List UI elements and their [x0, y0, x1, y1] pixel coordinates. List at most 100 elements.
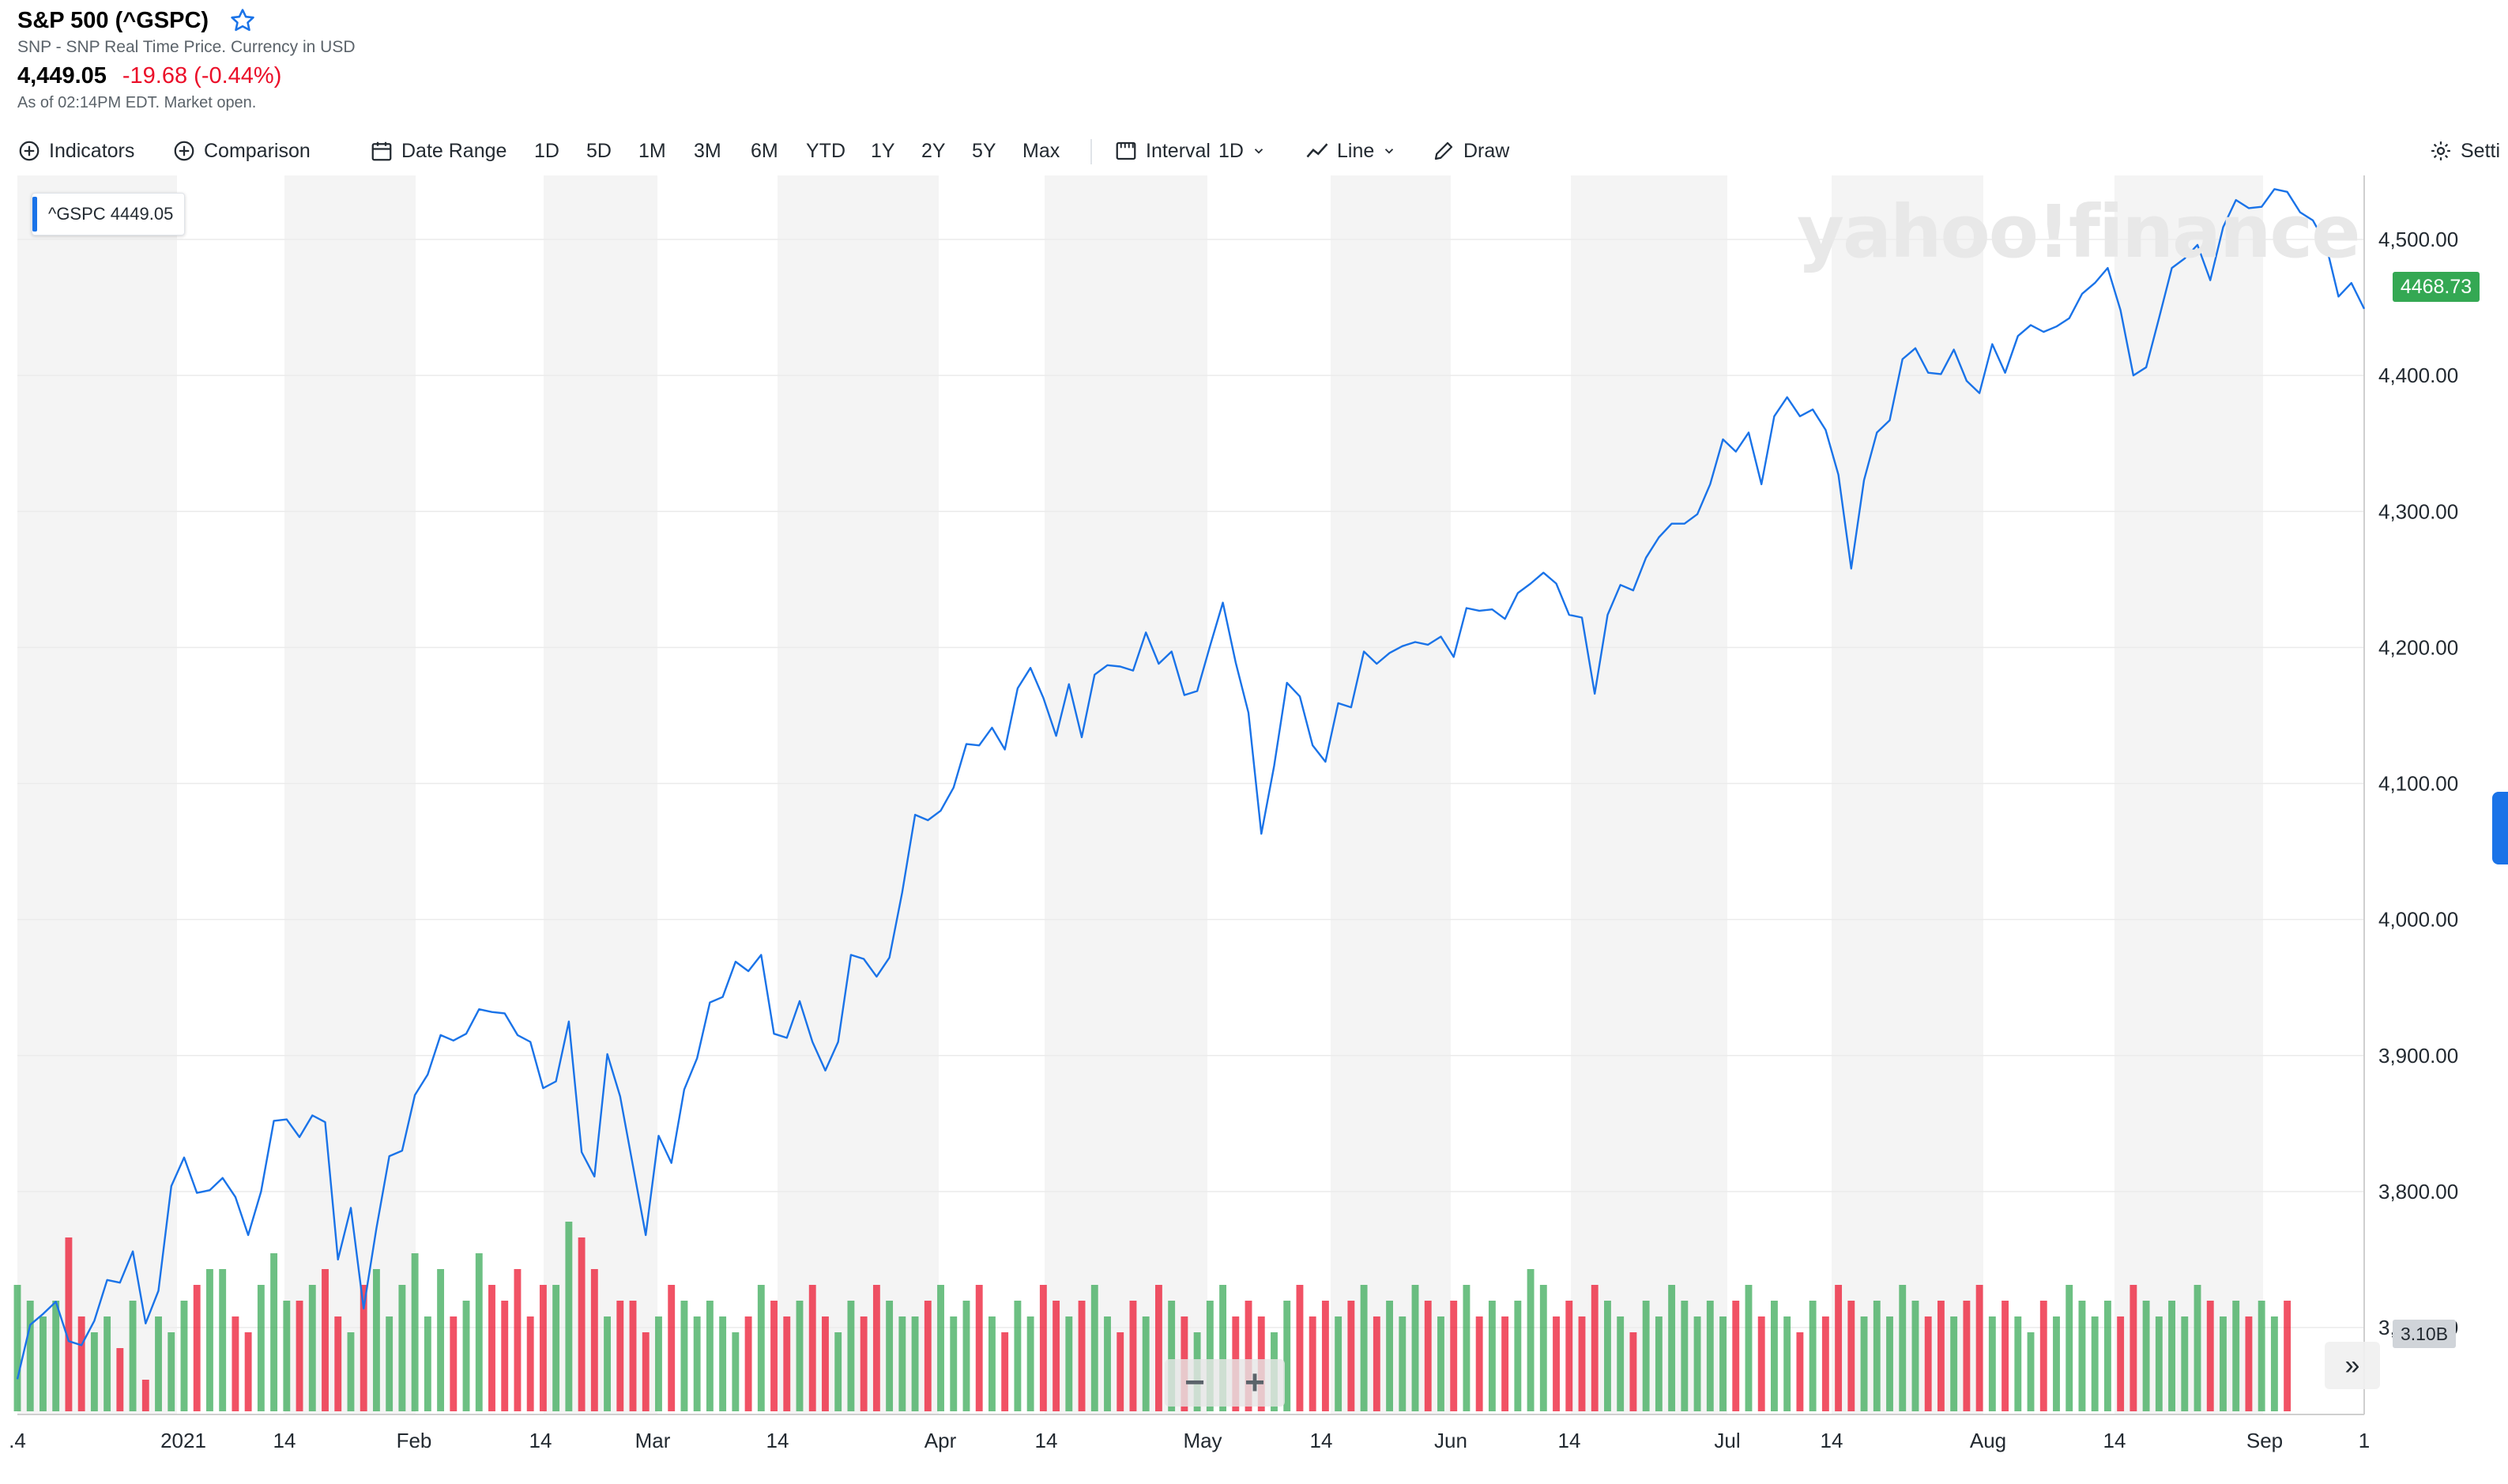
volume-bar: [1771, 1301, 1778, 1411]
month-band: [284, 175, 416, 1414]
volume-bar: [424, 1316, 431, 1411]
volume-bar: [1847, 1301, 1855, 1411]
volume-bar: [2284, 1301, 2291, 1411]
volume-bar: [834, 1332, 842, 1411]
range-5y-button[interactable]: 5Y: [972, 139, 996, 162]
legend-text: ^GSPC 4449.05: [48, 204, 174, 224]
zoom-out-button[interactable]: −: [1184, 1363, 1205, 1402]
date-range-label: Date Range: [401, 139, 507, 162]
expand-button[interactable]: »: [2325, 1342, 2380, 1389]
x-axis: .4 2021 14 Feb 14 Mar 14 Apr 14 May 14 Jun 14 Jul 14 Au…: [9, 1429, 2370, 1452]
month-band: [778, 175, 939, 1414]
volume-bar: [680, 1301, 688, 1411]
volume-bar: [2066, 1285, 2073, 1411]
chart-type-label: Line: [1337, 139, 1375, 162]
volume-bar: [77, 1316, 85, 1411]
volume-bar: [989, 1316, 996, 1411]
plus-circle-icon: [174, 141, 194, 161]
volume-bar: [257, 1285, 265, 1411]
volume-bar: [1821, 1316, 1829, 1411]
volume-bar: [141, 1380, 149, 1411]
indicators-label: Indicators: [49, 139, 135, 162]
chevron-down-icon: [1254, 149, 1263, 154]
volume-bar: [783, 1316, 791, 1411]
volume-bar: [1514, 1301, 1522, 1411]
star-icon[interactable]: [229, 7, 256, 34]
volume-bar: [1860, 1316, 1868, 1411]
y-tick-label: 4,300.00: [2378, 499, 2458, 523]
range-1y-button[interactable]: 1Y: [871, 139, 895, 162]
volume-bar: [347, 1332, 355, 1411]
month-bands: [17, 175, 2263, 1414]
x-tick-label: .4: [9, 1429, 26, 1452]
volume-tag: 3.10B: [2393, 1320, 2456, 1348]
date-range-button[interactable]: Date Range: [370, 131, 506, 171]
range-ytd-button[interactable]: YTD: [806, 139, 845, 162]
volume-bar: [860, 1316, 868, 1411]
volume-bar: [104, 1316, 111, 1411]
volume-bar: [1501, 1316, 1509, 1411]
toolbar-divider: [1090, 139, 1092, 164]
indicators-button[interactable]: Indicators: [17, 131, 134, 171]
month-band: [2114, 175, 2263, 1414]
chart-type-button[interactable]: Line: [1305, 131, 1396, 171]
y-axis: 4,500.00 4,400.00 4,300.00 4,200.00 4,100.00…: [2378, 228, 2458, 1339]
draw-button[interactable]: Draw: [1432, 131, 1509, 171]
series-legend[interactable]: ^GSPC 4449.05: [32, 193, 186, 235]
settings-button[interactable]: Setti: [2429, 131, 2500, 171]
volume-bar: [1206, 1301, 1214, 1411]
volume-bar: [1321, 1301, 1329, 1411]
volume-bar: [1142, 1316, 1150, 1411]
range-max-button[interactable]: Max: [1022, 139, 1060, 162]
volume-bar: [2245, 1316, 2253, 1411]
x-tick-label: 14: [2103, 1429, 2126, 1452]
volume-bar: [1014, 1301, 1022, 1411]
volume-bar: [668, 1285, 676, 1411]
x-tick-label: 14: [1821, 1429, 1843, 1452]
chart-area[interactable]: 4,500.00 4,400.00 4,300.00 4,200.00 4,100.00…: [0, 175, 2508, 1484]
pencil-icon: [1434, 141, 1453, 160]
range-1m-button[interactable]: 1M: [638, 139, 666, 162]
volume-bar: [1681, 1301, 1689, 1411]
volume-bar: [1835, 1285, 1843, 1411]
side-panel-toggle[interactable]: [2492, 792, 2508, 864]
x-tick-label: 14: [1558, 1429, 1581, 1452]
range-5d-button[interactable]: 5D: [586, 139, 612, 162]
x-tick-label: 14: [1310, 1429, 1333, 1452]
volume-bar: [2232, 1301, 2240, 1411]
volume-bar: [719, 1316, 727, 1411]
range-3m-button[interactable]: 3M: [694, 139, 721, 162]
month-band: [1832, 175, 1983, 1414]
volume-bar: [1988, 1316, 1996, 1411]
interval-button[interactable]: Interval 1D: [1114, 131, 1266, 171]
comparison-button[interactable]: Comparison: [172, 131, 311, 171]
settings-label: Setti: [2461, 139, 2501, 162]
volume-bar: [501, 1301, 509, 1411]
x-tick-label: Aug: [1970, 1429, 2006, 1452]
volume-bar: [270, 1253, 278, 1411]
x-tick-label: Sep: [2246, 1429, 2283, 1452]
price-chart[interactable]: 4,500.00 4,400.00 4,300.00 4,200.00 4,100.00…: [0, 175, 2508, 1484]
volume-bar: [1975, 1285, 1983, 1411]
gear-icon: [2431, 141, 2450, 160]
volume-bar: [2117, 1316, 2125, 1411]
volume-bar: [1475, 1316, 1483, 1411]
y-tick-label: 4,000.00: [2378, 908, 2458, 932]
range-1d-button[interactable]: 1D: [534, 139, 559, 162]
quote-header: S&P 500 (^GSPC) SNP - SNP Real Time Pric…: [17, 5, 356, 112]
draw-label: Draw: [1463, 139, 1510, 162]
volume-bar: [1219, 1285, 1227, 1411]
zoom-in-button[interactable]: +: [1245, 1363, 1265, 1402]
volume-bar: [1090, 1285, 1098, 1411]
volume-bar: [1539, 1285, 1547, 1411]
volume-bar: [898, 1316, 906, 1411]
volume-bar: [1783, 1316, 1791, 1411]
volume-bar: [2027, 1332, 2035, 1411]
range-2y-button[interactable]: 2Y: [921, 139, 946, 162]
volume-bar: [116, 1348, 124, 1411]
volume-bar: [40, 1316, 47, 1411]
volume-bar: [1373, 1316, 1380, 1411]
range-6m-button[interactable]: 6M: [751, 139, 778, 162]
volume-bar: [732, 1332, 740, 1411]
volume-bar: [937, 1285, 944, 1411]
